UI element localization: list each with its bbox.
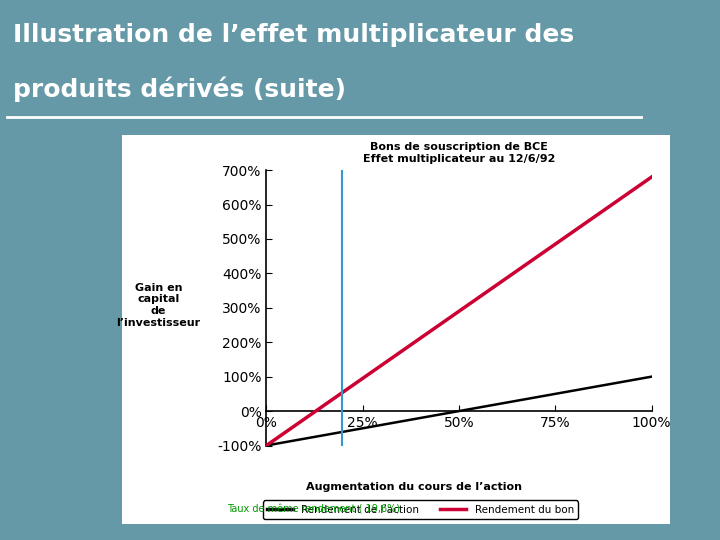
FancyBboxPatch shape <box>106 123 686 536</box>
Title: Bons de souscription de BCE
Effet multiplicateur au 12/6/92: Bons de souscription de BCE Effet multip… <box>363 142 555 164</box>
Legend: Rendement de l’action, Rendement du bon: Rendement de l’action, Rendement du bon <box>263 501 578 519</box>
Text: Taux de même rendement ( 19,6%): Taux de même rendement ( 19,6%) <box>227 504 400 514</box>
Text: Augmentation du cours de l’action: Augmentation du cours de l’action <box>306 482 522 492</box>
Text: Illustration de l’effet multiplicateur des: Illustration de l’effet multiplicateur d… <box>13 23 574 47</box>
Text: produits dérivés (suite): produits dérivés (suite) <box>13 77 346 102</box>
Text: Gain en
capital
de
l’investisseur: Gain en capital de l’investisseur <box>117 283 200 327</box>
